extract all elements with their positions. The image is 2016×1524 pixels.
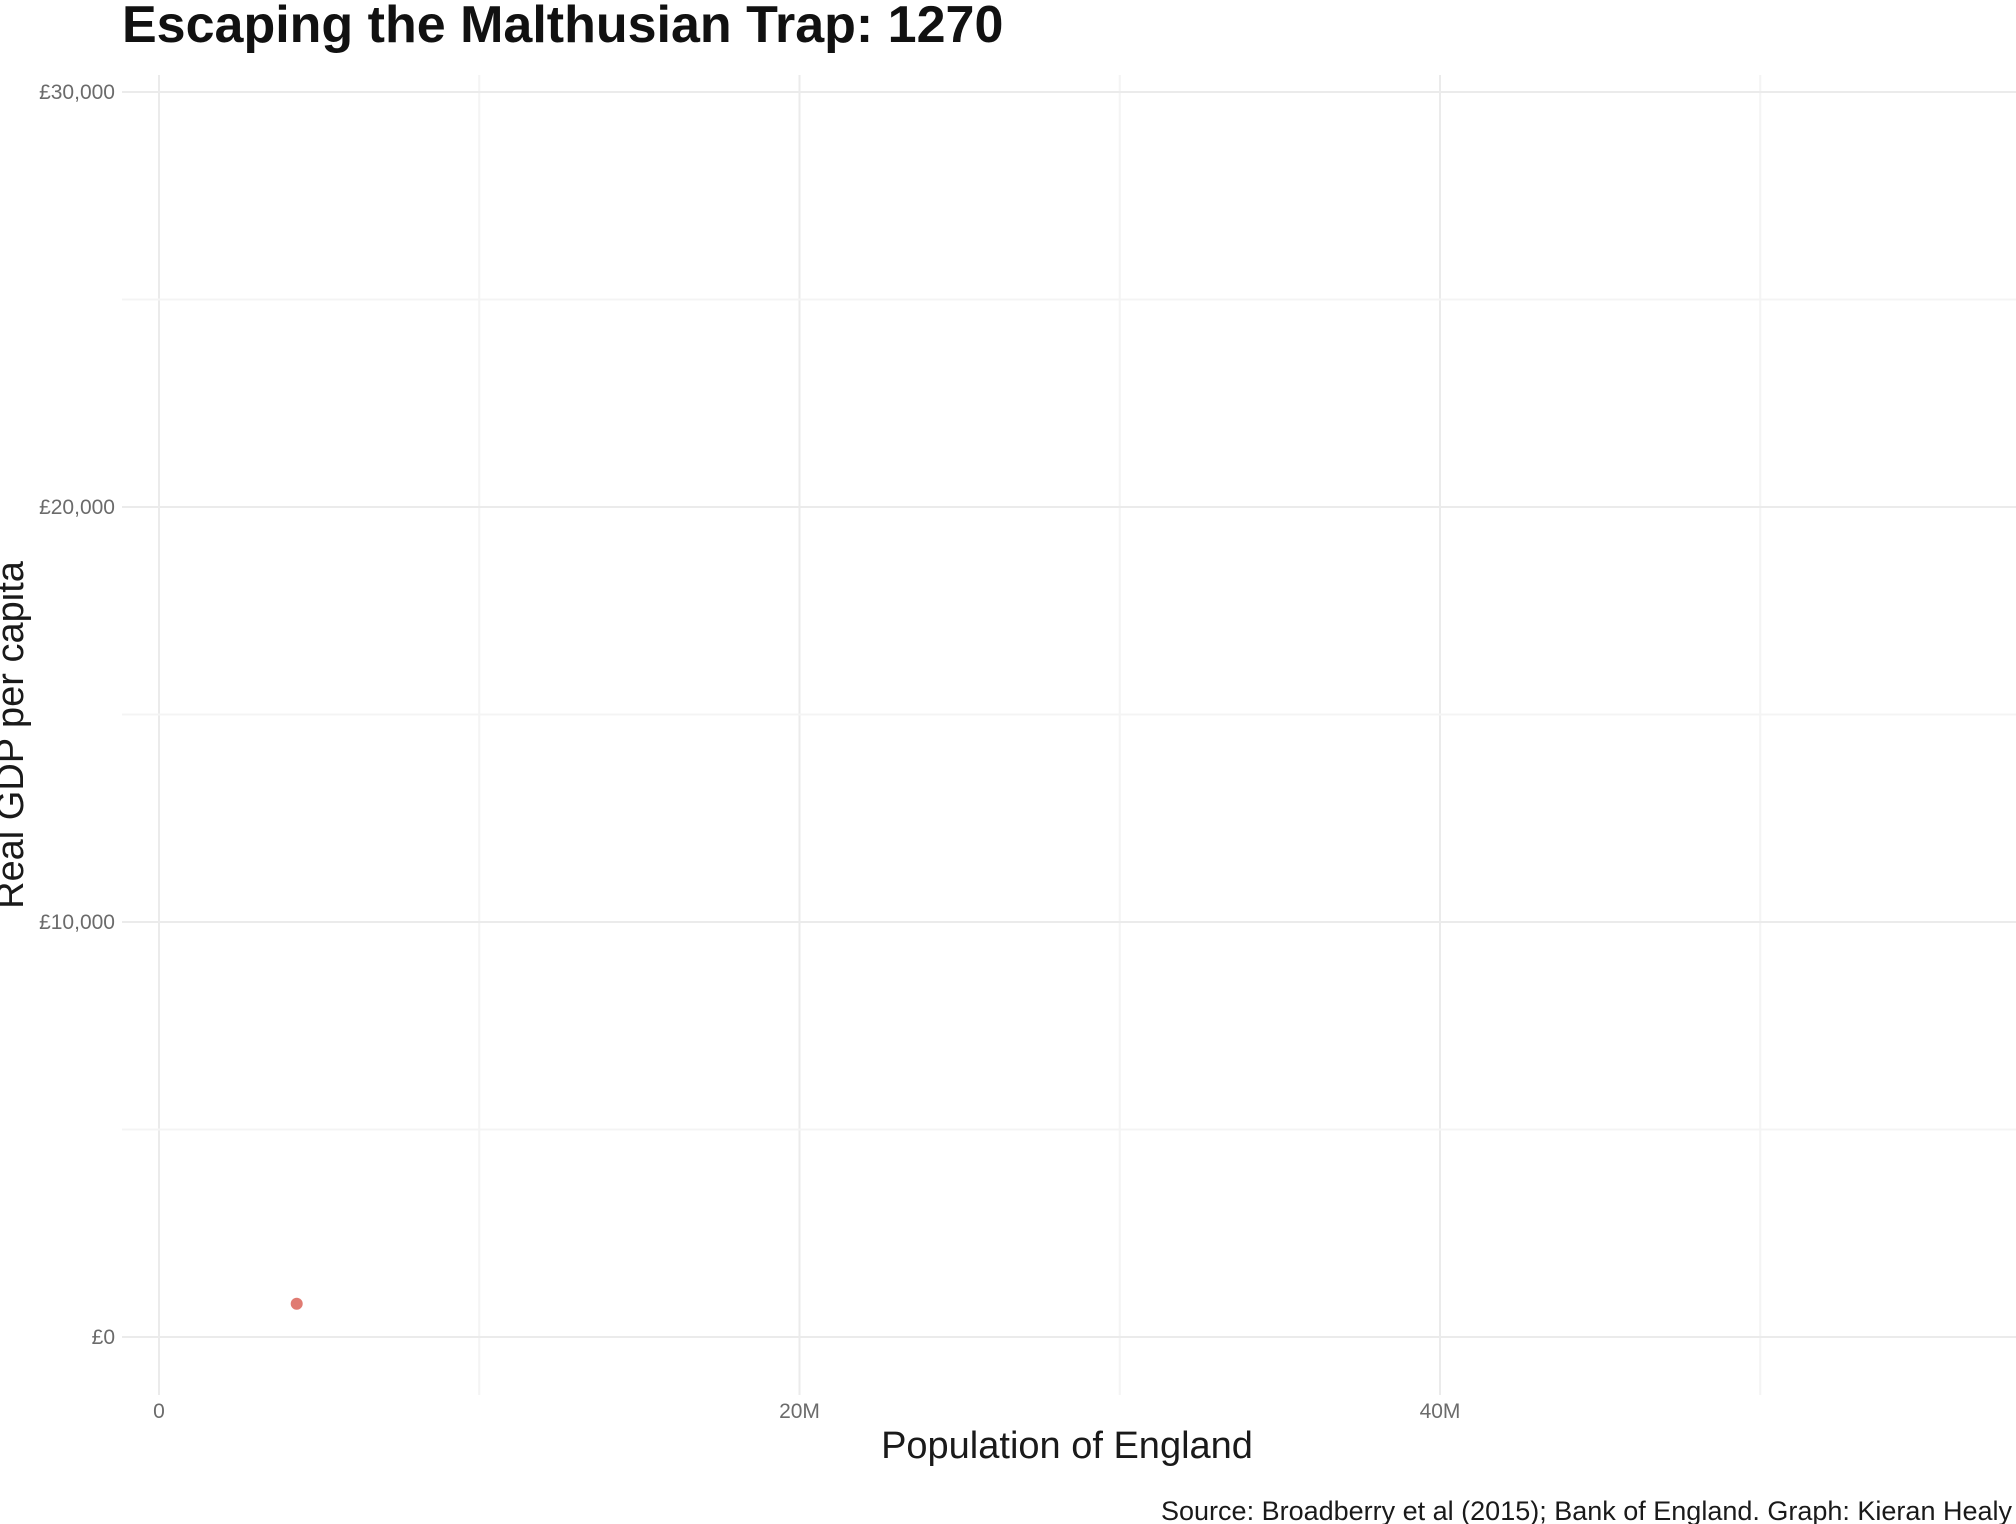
x-tick-labels: 0 20M 40M xyxy=(153,1400,1460,1423)
x-tick-label: 0 xyxy=(153,1400,165,1423)
y-tick-label: £10,000 xyxy=(39,911,115,934)
chart-title: Escaping the Malthusian Trap: 1270 xyxy=(122,0,1003,54)
grid-lines xyxy=(122,75,2016,1395)
x-axis-title: Population of England xyxy=(881,1425,1253,1467)
x-tick-label: 40M xyxy=(1420,1400,1461,1423)
chart-caption: Source: Broadberry et al (2015); Bank of… xyxy=(1161,1496,2012,1524)
y-tick-label: £30,000 xyxy=(39,81,115,104)
data-points xyxy=(290,1297,303,1310)
data-point xyxy=(290,1297,303,1310)
x-tick-label: 20M xyxy=(779,1400,820,1423)
y-tick-label: £20,000 xyxy=(39,496,115,519)
y-axis-title: Real GDP per capita xyxy=(0,560,32,909)
y-tick-label: £0 xyxy=(92,1326,115,1349)
y-tick-labels: £0 £10,000 £20,000 £30,000 xyxy=(39,81,115,1349)
